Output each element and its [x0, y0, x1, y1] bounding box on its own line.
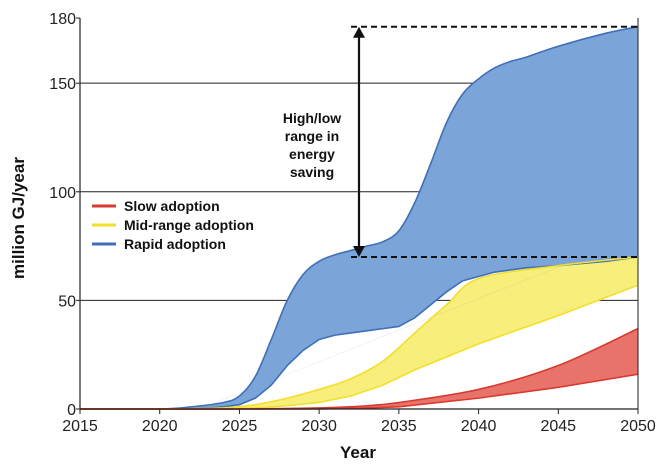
- legend-label-mid: Mid-range adoption: [124, 217, 254, 233]
- x-tick-label-2035: 2035: [381, 418, 417, 435]
- x-tick-label-2045: 2045: [540, 418, 576, 435]
- x-tick-label-2020: 2020: [142, 418, 178, 435]
- y-tick-label-0: 0: [67, 402, 76, 419]
- y-tick-label-100: 100: [49, 185, 76, 202]
- x-tick-label-2040: 2040: [461, 418, 497, 435]
- x-tick-label-2025: 2025: [222, 418, 258, 435]
- area-band-rapid-adoption: [80, 26, 638, 410]
- series-edges: [79, 25, 639, 410]
- legend-label-slow: Slow adoption: [124, 198, 220, 214]
- y-tick-label-150: 150: [49, 76, 76, 93]
- x-tick-label-2050: 2050: [620, 418, 656, 435]
- edge-upper-rapid-adoption: [79, 25, 639, 410]
- annotation-line-3: energy: [289, 146, 335, 162]
- edge-lower-rapid-adoption: [80, 256, 639, 410]
- edge-upper-mid-range-adoption: [79, 256, 639, 410]
- series-areas: [80, 26, 638, 410]
- axes: 2015 2020 2025 2030 2035 2040 2045 2050 0 50 100 15…: [49, 11, 656, 435]
- annotation-line-4: saving: [290, 164, 334, 180]
- x-tick-label-2015: 2015: [62, 418, 98, 435]
- annotation-line-1: High/low: [283, 110, 341, 126]
- y-axis-title: million GJ/year: [9, 157, 28, 279]
- y-tick-label-180: 180: [49, 11, 76, 28]
- range-arrow-head-top: [353, 26, 365, 38]
- legend-label-rapid: Rapid adoption: [124, 236, 226, 252]
- x-axis-title: Year: [340, 443, 376, 462]
- x-tick-label-2030: 2030: [301, 418, 337, 435]
- annotation-line-2: range in: [285, 128, 339, 144]
- legend: Slow adoption Mid-range adoption Rapid a…: [92, 198, 254, 252]
- y-tick-label-50: 50: [58, 293, 76, 310]
- area-band-mid-range-adoption: [80, 256, 638, 410]
- area-band-slow-adoption: [80, 328, 638, 410]
- annotation: High/low range in energy saving: [283, 25, 638, 258]
- range-arrow-head-bottom: [353, 245, 365, 257]
